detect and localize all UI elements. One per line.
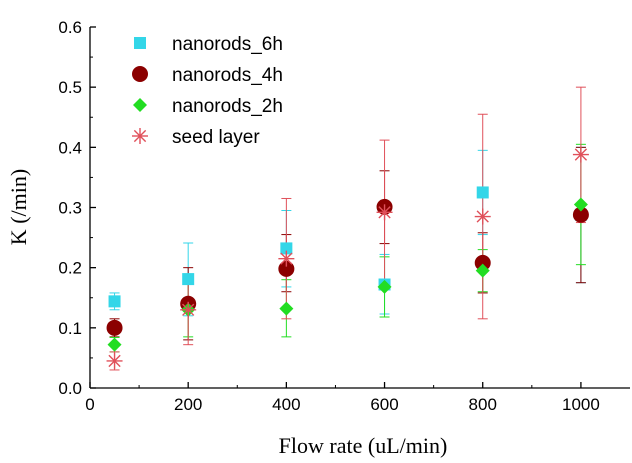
data-point — [180, 301, 197, 318]
axes — [89, 27, 630, 389]
data-point — [278, 260, 295, 277]
x-tick-label: 0 — [85, 395, 94, 414]
data-point — [572, 146, 589, 163]
x-tick-label: 600 — [370, 395, 398, 414]
legend-marker — [134, 37, 146, 49]
data-markers — [106, 146, 589, 369]
legend-marker — [132, 128, 148, 144]
data-point — [279, 301, 294, 316]
data-point — [572, 206, 589, 223]
data-point — [474, 208, 491, 225]
data-point — [474, 254, 491, 271]
x-tick-label: 200 — [174, 395, 202, 414]
y-tick-label: 0.6 — [58, 18, 82, 37]
data-point — [106, 319, 123, 336]
data-point — [475, 263, 490, 278]
data-point — [108, 295, 121, 308]
legend-label: seed layer — [172, 127, 260, 148]
x-tick-label: 400 — [272, 395, 300, 414]
y-tick-label: 0.0 — [58, 379, 82, 398]
data-point — [107, 337, 122, 352]
data-point — [106, 352, 123, 369]
data-point — [182, 273, 195, 286]
data-point — [278, 250, 295, 267]
data-point — [476, 186, 489, 199]
x-axis-title: Flow rate (uL/min) — [279, 433, 448, 458]
y-axis-title: K (/min) — [6, 169, 31, 245]
x-tick-label: 800 — [469, 395, 497, 414]
legend-label: nanorods_4h — [172, 65, 283, 86]
legend-marker — [133, 98, 147, 112]
legend-label: nanorods_2h — [172, 96, 283, 117]
y-tick-label: 0.1 — [58, 319, 82, 338]
y-tick-label: 0.3 — [58, 199, 82, 218]
x-tick-label: 1000 — [562, 395, 600, 414]
ticks: 0 200 400 600 800 1000 0.0 0.1 0.2 0.3 0.4 0.5 0.6 — [58, 18, 599, 414]
y-tick-label: 0.4 — [58, 138, 82, 157]
y-tick-label: 0.2 — [58, 259, 82, 278]
y-tick-label: 0.5 — [58, 78, 82, 97]
data-point — [376, 204, 393, 221]
data-point — [377, 279, 392, 294]
data-point — [573, 197, 588, 212]
legend-marker — [132, 66, 148, 82]
legend-label: nanorods_6h — [172, 34, 283, 55]
data-point — [280, 242, 293, 255]
